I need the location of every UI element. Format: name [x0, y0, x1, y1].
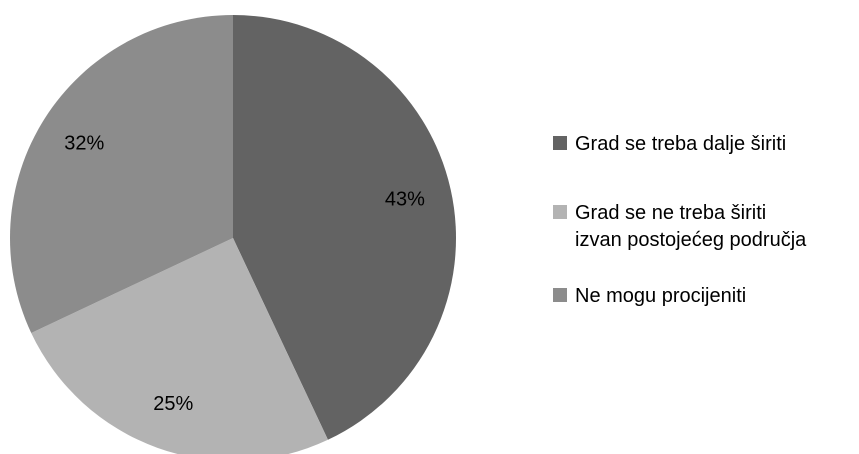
legend-swatch-2	[553, 205, 567, 219]
pie-data-labels: 43% 25% 32%	[64, 133, 425, 415]
chart-legend: Grad se treba dalje širiti Grad se ne tre…	[553, 133, 807, 307]
legend-label-1-line-1: Grad se treba dalje širiti	[575, 133, 786, 155]
data-label-1: 43%	[385, 189, 425, 211]
legend-entry-3: Ne mogu procijeniti	[553, 285, 746, 307]
data-label-3: 32%	[64, 133, 104, 155]
legend-swatch-3	[553, 288, 567, 302]
legend-label-2-line-1: Grad se ne treba širiti	[575, 202, 766, 224]
pie-slice-2	[31, 238, 328, 454]
data-label-2: 25%	[153, 393, 193, 415]
pie-slices	[9, 15, 457, 454]
pie-slice-1	[233, 15, 457, 440]
pie-slice-3	[9, 15, 233, 333]
legend-swatch-1	[553, 136, 567, 150]
legend-entry-1: Grad se treba dalje širiti	[553, 133, 786, 155]
legend-label-2-line-2: izvan postojećeg područja	[575, 229, 807, 251]
legend-label-3-line-1: Ne mogu procijeniti	[575, 285, 746, 307]
legend-entry-2: Grad se ne treba širiti izvan postojećeg …	[553, 202, 807, 251]
